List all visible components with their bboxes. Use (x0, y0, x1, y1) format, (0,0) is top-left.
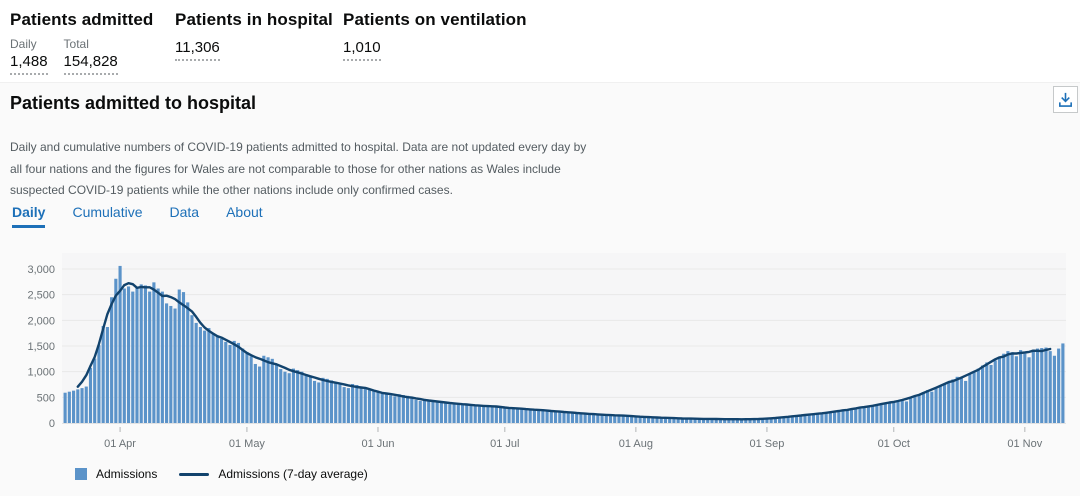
admissions-card: Patients admitted to hospital Daily and … (0, 82, 1080, 496)
svg-text:0: 0 (49, 418, 55, 430)
svg-text:2,000: 2,000 (27, 315, 55, 327)
svg-text:01 Apr: 01 Apr (104, 438, 136, 450)
stat-title: Patients admitted (10, 10, 154, 29)
metric-value-ventilation[interactable]: 1,010 (343, 39, 381, 61)
chart-legend: Admissions Admissions (7-day average) (75, 467, 368, 481)
chart-tabs: Daily Cumulative Data About (12, 204, 290, 228)
download-button[interactable] (1053, 86, 1078, 113)
svg-text:01 Jun: 01 Jun (361, 438, 394, 450)
card-title: Patients admitted to hospital (10, 93, 257, 113)
download-icon (1057, 91, 1074, 108)
metric-value-daily-admissions[interactable]: 1,488 (10, 53, 48, 75)
svg-text:01 Nov: 01 Nov (1007, 438, 1042, 450)
average-line-swatch-icon (179, 472, 210, 476)
svg-text:01 Sep: 01 Sep (749, 438, 784, 450)
stat-patients-admitted: Patients admitted Daily 1,488 Total 154,… (10, 10, 153, 75)
tab-daily[interactable]: Daily (12, 204, 46, 228)
metric-total: Total 154,828 (63, 37, 118, 75)
svg-text:01 Oct: 01 Oct (878, 438, 910, 450)
svg-text:01 May: 01 May (229, 438, 266, 450)
card-description: Daily and cumulative numbers of COVID-19… (10, 137, 586, 202)
svg-text:01 Aug: 01 Aug (619, 438, 653, 450)
tab-about[interactable]: About (226, 204, 263, 220)
headline-stats-row: Patients admitted Daily 1,488 Total 154,… (0, 0, 1080, 82)
description-line: suspected COVID-19 patients while the ot… (10, 183, 453, 197)
stat-title: Patients in hospital (175, 10, 333, 29)
svg-text:1,500: 1,500 (27, 341, 55, 353)
stat-patients-in-hospital: Patients in hospital 11,306 (175, 10, 333, 61)
svg-text:1,000: 1,000 (27, 367, 55, 379)
tab-cumulative[interactable]: Cumulative (72, 204, 143, 220)
stat-patients-on-ventilation: Patients on ventilation 1,010 (343, 10, 527, 61)
stat-title: Patients on ventilation (343, 10, 527, 29)
description-line: Daily and cumulative numbers of COVID-19… (10, 140, 587, 154)
legend-label-average: Admissions (7-day average) (218, 467, 368, 481)
description-line: all four nations and the figures for Wal… (10, 161, 561, 176)
svg-text:3,000: 3,000 (27, 264, 55, 276)
svg-text:01 Jul: 01 Jul (490, 438, 519, 450)
admissions-swatch-icon (75, 468, 87, 480)
svg-text:2,500: 2,500 (27, 290, 55, 302)
metric-value-in-hospital[interactable]: 11,306 (175, 39, 220, 61)
svg-text:500: 500 (37, 392, 55, 404)
metric-label: Total (63, 37, 89, 51)
metric-label: Daily (10, 37, 37, 51)
legend-label-admissions: Admissions (96, 467, 158, 481)
metric-value-total-admissions[interactable]: 154,828 (63, 53, 118, 75)
tab-data[interactable]: Data (169, 204, 200, 220)
metric-daily: Daily 1,488 (10, 37, 48, 75)
daily-admissions-chart[interactable]: 0 500 1,000 1,500 2,000 2,500 3,000 01 Apr 01 Ma… (0, 251, 1080, 461)
